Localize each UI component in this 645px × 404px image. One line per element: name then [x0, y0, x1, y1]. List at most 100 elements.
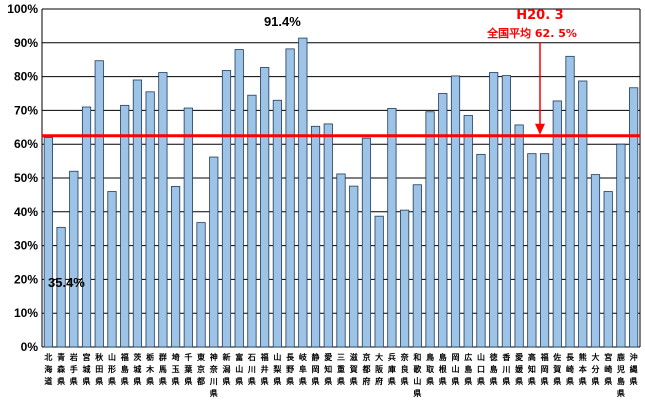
- bar: [132, 79, 143, 348]
- bar: [450, 75, 461, 348]
- y-axis-ticks: 0% 10% 20% 30% 40% 50% 60% 70% 80% 90% 100%: [7, 2, 38, 354]
- x-category-label: 青森県: [57, 352, 66, 386]
- bar: [578, 80, 588, 348]
- bar: [489, 72, 499, 348]
- x-category-label: 栃木県: [145, 352, 155, 386]
- x-category-label: 長崎県: [566, 353, 575, 386]
- x-category-label: 山口県: [477, 352, 485, 386]
- x-category-label: 大阪府: [375, 352, 384, 386]
- bar: [374, 215, 384, 348]
- bar: [120, 104, 130, 348]
- bar: [616, 143, 626, 348]
- bar: [463, 115, 473, 348]
- x-category-label: 和歌山県: [413, 352, 422, 398]
- bar: [400, 209, 410, 348]
- bar: [221, 70, 232, 348]
- x-category-label: 群馬県: [158, 352, 167, 386]
- x-category-label: 福井県: [260, 352, 269, 386]
- bar: [158, 72, 168, 348]
- x-category-label: 宮崎県: [604, 352, 612, 386]
- x-category-label: 北海道: [44, 352, 52, 386]
- y-tick-label: 100%: [7, 2, 38, 16]
- bar: [412, 184, 422, 348]
- y-tick-label: 70%: [14, 103, 38, 117]
- x-category-label: 三重県: [337, 353, 345, 386]
- x-category-label: 佐賀県: [552, 352, 561, 386]
- x-category-label: 埼玉県: [172, 352, 180, 386]
- arrow-head: [535, 123, 545, 135]
- x-category-label: 高知県: [528, 352, 536, 386]
- x-category-label: 山梨県: [272, 352, 282, 386]
- bar: [43, 137, 53, 348]
- bar: [425, 111, 435, 348]
- y-tick-label: 90%: [14, 36, 38, 50]
- x-category-label: 石川県: [247, 353, 256, 386]
- bar: [603, 191, 613, 348]
- average-label-date: H20. 3: [516, 8, 563, 23]
- y-tick-label: 20%: [14, 272, 38, 286]
- x-category-label: 福岡県: [540, 352, 549, 386]
- bar: [539, 153, 550, 348]
- x-category-label: 沖縄県: [630, 352, 638, 386]
- bar: [260, 67, 270, 348]
- average-arrow: [535, 42, 545, 135]
- x-category-label: 岐阜県: [299, 352, 308, 386]
- bar: [438, 93, 448, 348]
- bar: [501, 75, 512, 348]
- y-tick-label: 30%: [14, 239, 38, 253]
- x-category-label: 富山県: [235, 352, 243, 386]
- y-tick-label: 60%: [14, 137, 38, 151]
- x-category-label: 滋賀県: [349, 352, 358, 386]
- x-category-label: 愛知県: [324, 352, 332, 386]
- bar: [145, 91, 155, 348]
- x-category-label: 京都府: [361, 352, 370, 386]
- bar: [298, 37, 308, 348]
- x-category-label: 岩手県: [69, 352, 78, 386]
- bar: [527, 153, 537, 348]
- x-category-label: 新潟県: [221, 352, 230, 386]
- x-category-label: 秋田県: [94, 352, 104, 386]
- x-category-label: 熊本県: [578, 352, 587, 386]
- x-category-label: 愛媛県: [514, 352, 524, 386]
- x-category-label: 千葉県: [183, 352, 193, 386]
- average-label-value: 全国平均 62. 5%: [486, 26, 577, 40]
- bar: [170, 186, 181, 348]
- bar: [183, 107, 193, 348]
- bars: [43, 37, 639, 348]
- x-category-label: 奈良県: [400, 352, 410, 386]
- x-category-label: 広島県: [464, 352, 472, 386]
- bar: [336, 173, 346, 348]
- bar: [56, 226, 66, 348]
- bar: [285, 48, 295, 348]
- x-category-label: 香川県: [501, 352, 511, 386]
- bar: [514, 124, 524, 348]
- x-category-label: 神奈川県: [209, 352, 219, 398]
- bar: [209, 156, 219, 348]
- x-category-label: 静岡県: [312, 352, 320, 386]
- bar: [81, 106, 92, 348]
- x-category-label: 鳥取県: [426, 352, 434, 386]
- x-category-label: 岡山県: [452, 353, 460, 386]
- x-category-label: 大分県: [591, 352, 599, 386]
- x-category-label: 島根県: [439, 352, 447, 386]
- bar: [196, 222, 206, 348]
- bar: [361, 137, 372, 348]
- bar: [349, 185, 359, 348]
- bar: [234, 49, 244, 348]
- x-category-label: 徳島県: [489, 352, 498, 386]
- x-category-label: 鹿児島県: [616, 352, 625, 398]
- x-category-label: 福島県: [120, 352, 129, 386]
- bar: [387, 107, 397, 348]
- x-category-label: 山形県: [108, 352, 116, 386]
- bar: [247, 94, 257, 348]
- bar: [629, 87, 639, 348]
- bar: [323, 123, 333, 348]
- bar: [565, 55, 575, 348]
- y-tick-label: 50%: [14, 171, 38, 185]
- x-category-label: 宮城県: [83, 352, 91, 386]
- x-axis-categories: 北海道青森県岩手県宮城県秋田県山形県福島県茨城県栃木県群馬県埼玉県千葉県東京都神…: [44, 352, 637, 398]
- x-category-label: 東京都: [196, 352, 205, 386]
- bar: [107, 191, 117, 348]
